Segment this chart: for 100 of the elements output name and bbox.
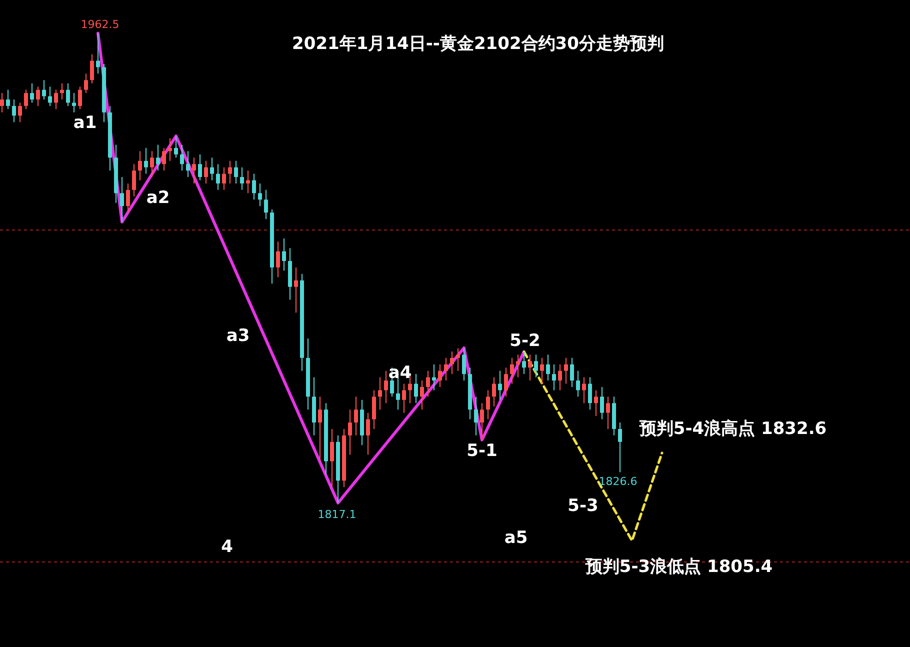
annotation: 1826.6 xyxy=(598,475,638,488)
candlestick xyxy=(72,92,76,113)
candlestick xyxy=(372,390,376,430)
candlestick xyxy=(18,102,22,123)
candlestick xyxy=(126,182,130,214)
candlestick xyxy=(570,357,574,388)
candlestick xyxy=(48,86,52,106)
candlestick xyxy=(534,354,538,378)
candlestick xyxy=(0,92,4,113)
candlestick xyxy=(420,380,424,410)
candlestick xyxy=(60,82,64,100)
candlestick xyxy=(540,357,544,384)
candlestick xyxy=(438,364,442,388)
candlestick xyxy=(432,364,436,391)
candlestick xyxy=(150,150,154,178)
candlestick xyxy=(384,370,388,404)
candlestick xyxy=(36,86,40,106)
candlestick xyxy=(228,160,232,184)
candlestick xyxy=(210,157,214,181)
candlestick xyxy=(6,89,10,110)
candlestick xyxy=(198,154,202,181)
candlestick xyxy=(264,189,268,220)
candlestick xyxy=(600,386,604,420)
candlestick xyxy=(492,376,496,407)
candlestick xyxy=(552,364,556,391)
annotation: 预判5-3浪低点 1805.4 xyxy=(584,557,773,577)
candlestick xyxy=(30,82,34,104)
candlestick xyxy=(54,89,58,110)
candlestick xyxy=(90,54,94,84)
candlestick xyxy=(162,147,166,172)
candlestick xyxy=(444,357,448,382)
candlestick xyxy=(168,138,172,162)
candlestick xyxy=(120,176,124,222)
candlestick xyxy=(84,73,88,94)
candlestick xyxy=(258,182,262,207)
candlestick xyxy=(480,402,484,440)
candlestick xyxy=(78,86,82,110)
candlestick xyxy=(606,396,610,430)
annotation: a5 xyxy=(504,528,528,548)
candlestick xyxy=(402,383,406,414)
candlestick xyxy=(42,80,46,100)
candlestick xyxy=(510,357,514,384)
candlestick xyxy=(474,396,478,436)
candlestick xyxy=(282,238,286,272)
candlestick xyxy=(138,150,142,181)
candlestick xyxy=(276,241,280,278)
candlestick xyxy=(618,422,622,473)
candlestick xyxy=(132,164,136,197)
candlestick xyxy=(186,150,190,178)
annotation: 1817.1 xyxy=(318,508,356,521)
candlestick xyxy=(246,170,250,194)
candlestick xyxy=(366,412,370,456)
candlestick xyxy=(96,32,100,74)
candlestick xyxy=(582,376,586,404)
candlestick xyxy=(558,364,562,391)
annotation: 1962.5 xyxy=(80,18,120,31)
candlestick xyxy=(24,89,28,110)
candlestick xyxy=(576,370,580,398)
candlestick xyxy=(204,160,208,184)
candlestick xyxy=(294,266,298,314)
annotation: 5-2 xyxy=(510,331,540,351)
candlestick xyxy=(546,354,550,382)
annotation: 4 xyxy=(221,537,234,557)
candlestick xyxy=(486,390,490,420)
candlestick xyxy=(522,351,526,375)
annotation: 5-1 xyxy=(466,441,498,461)
candlestick xyxy=(450,350,454,375)
candlestick xyxy=(414,374,418,404)
candlestick xyxy=(516,354,520,378)
annotation: a2 xyxy=(146,188,170,208)
candlestick xyxy=(426,370,430,398)
candlestick xyxy=(216,164,220,190)
candlestick xyxy=(252,173,256,200)
candlestick xyxy=(156,144,160,172)
annotation: 5-3 xyxy=(568,496,598,516)
candlestick xyxy=(378,376,382,410)
candlestick xyxy=(504,367,508,398)
candlestick xyxy=(174,135,178,158)
candlestick xyxy=(498,370,502,400)
annotation: a1 xyxy=(73,113,97,133)
candlestick xyxy=(318,396,322,462)
candlestick xyxy=(12,98,16,123)
candlestick xyxy=(180,144,184,172)
text: 2021年1月14日--黄金2102合约30分走势预判 xyxy=(292,34,664,54)
annotation: a3 xyxy=(226,326,250,346)
candlestick xyxy=(240,166,244,190)
candlestick xyxy=(222,166,226,190)
candlestick xyxy=(462,347,466,382)
candlestick xyxy=(588,376,592,410)
candlestick xyxy=(192,157,196,184)
candlestick xyxy=(396,376,400,410)
candlestick xyxy=(564,357,568,384)
candlestick xyxy=(348,409,352,456)
candlestick xyxy=(144,147,148,174)
annotation: 预判5-4浪高点 1832.6 xyxy=(638,419,827,439)
candlestick xyxy=(594,390,598,417)
candlestick xyxy=(330,428,334,488)
candlestick xyxy=(456,348,460,372)
candlestick xyxy=(354,396,358,436)
candlestick xyxy=(234,160,238,184)
